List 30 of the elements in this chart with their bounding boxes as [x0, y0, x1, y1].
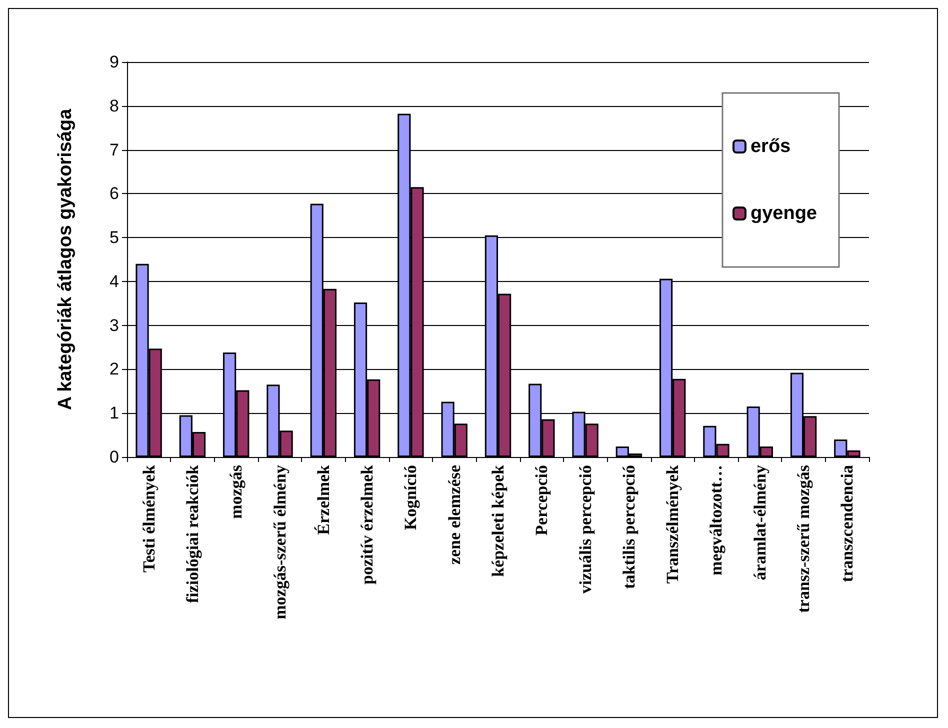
- legend-label: erős: [750, 136, 791, 157]
- y-tick-label: 9: [110, 52, 119, 72]
- y-tick-label: 6: [110, 184, 119, 204]
- x-tick-label: áramlat-élmény: [750, 464, 770, 580]
- x-tick-label: transzcendencia: [838, 464, 857, 582]
- y-tick-label: 4: [110, 272, 119, 291]
- x-tick-label: Transzélmények: [663, 464, 682, 584]
- y-tick-label: 0: [110, 448, 119, 466]
- x-tick-label: Érzelmek: [314, 464, 333, 535]
- x-tick-label: vizuális percepció: [576, 465, 595, 594]
- x-tick-label: mozgás-szerű élmény: [270, 464, 290, 620]
- x-tick-label: fiziológiai reakciók: [182, 464, 202, 604]
- y-tick-label: 8: [110, 96, 119, 116]
- x-tick-label: zene elemzése: [444, 464, 464, 565]
- y-axis-title: A kategóriák átlagos gyakorisága: [55, 108, 76, 410]
- y-tick-label: 1: [110, 404, 119, 423]
- x-tick-label: Testi élmények: [139, 464, 158, 573]
- x-tick-label: mozgás: [226, 464, 246, 519]
- x-tick-label: képzeleti képek: [488, 464, 508, 577]
- y-tick-label: 5: [110, 228, 119, 248]
- legend-label: gyenge: [750, 203, 818, 224]
- x-tick-label: megváltozott…: [706, 465, 726, 576]
- x-tick-label: taktilis percepció: [619, 465, 638, 589]
- y-tick-label: 2: [110, 360, 119, 379]
- y-tick-label: 7: [110, 140, 119, 160]
- x-tick-label: Kogníció: [401, 465, 420, 530]
- x-tick-label: pozitív érzelmek: [358, 464, 377, 584]
- y-tick-label: 3: [110, 316, 119, 335]
- x-tick-label: transz-szerű mozgás: [794, 464, 814, 613]
- x-tick-label: Percepció: [532, 465, 552, 536]
